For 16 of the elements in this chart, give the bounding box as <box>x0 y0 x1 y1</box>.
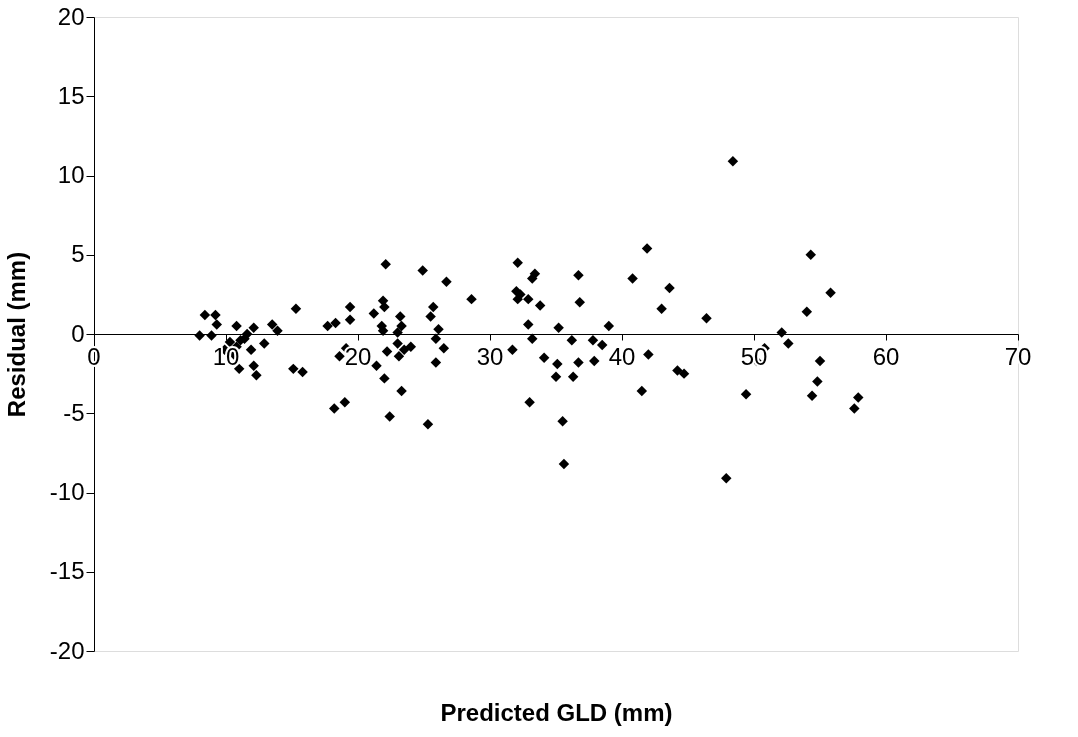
y-tick-label: 0 <box>71 319 85 347</box>
y-tick-label: 15 <box>57 81 85 109</box>
y-axis-title: Residual (mm) <box>2 251 30 418</box>
y-tick-label: -10 <box>49 478 85 505</box>
x-tick-label: 70 <box>1004 343 1032 370</box>
x-tick-label: 20 <box>344 343 372 370</box>
y-tick-label: -15 <box>49 557 85 585</box>
x-tick-label: 30 <box>476 343 504 370</box>
x-tick-label: 60 <box>872 343 900 370</box>
y-tick-label: -5 <box>63 398 85 426</box>
y-tick-label: -20 <box>49 636 85 664</box>
y-tick-label: 5 <box>71 240 85 268</box>
y-tick-label: 10 <box>57 161 85 188</box>
y-tick-label: 20 <box>57 2 85 30</box>
x-tick-label: 40 <box>608 343 636 370</box>
x-axis-title: Predicted GLD (mm) <box>440 698 673 726</box>
